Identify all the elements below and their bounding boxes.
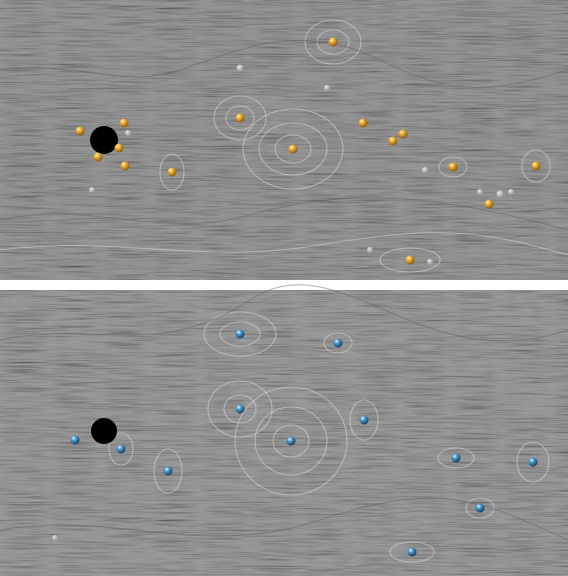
- flow-texture: [0, 0, 568, 280]
- obstacle: [90, 126, 118, 154]
- separator: [0, 280, 568, 290]
- blue-particles: [70, 329, 538, 557]
- orange-particles: [75, 37, 541, 265]
- bottom-panel: [0, 284, 568, 576]
- swirls: [0, 19, 568, 273]
- obstacle: [91, 418, 117, 444]
- top-panel: [0, 0, 568, 280]
- swirls: [0, 284, 568, 563]
- flow-texture: [0, 290, 568, 576]
- grey-particle: [52, 535, 58, 541]
- grey-particles: [89, 64, 514, 265]
